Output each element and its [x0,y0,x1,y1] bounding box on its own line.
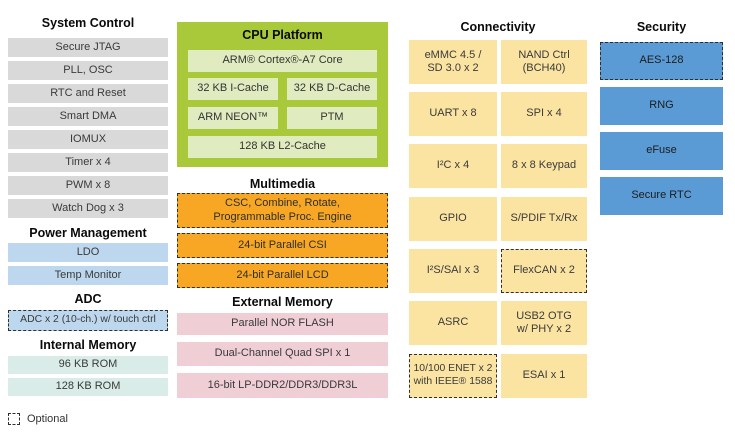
block-timer: Timer x 4 [8,153,168,172]
block-icache: 32 KB I-Cache [188,78,278,100]
block-ptm: PTM [287,107,377,129]
block-smart-dma: Smart DMA [8,107,168,126]
block-secure-rtc: Secure RTC [600,177,723,215]
block-keypad: 8 x 8 Keypad [501,144,587,188]
block-rng: RNG [600,87,723,125]
block-flexcan: FlexCAN x 2 [501,249,587,293]
system-control-title: System Control [41,16,135,30]
block-enet: 10/100 ENET x 2 with IEEE® 1588 [409,354,497,398]
block-arm-neon: ARM NEON™ [188,107,278,129]
block-iomux: IOMUX [8,130,168,149]
block-pll-osc: PLL, OSC [8,61,168,80]
block-csc-engine: CSC, Combine, Rotate, Programmable Proc.… [177,193,388,228]
block-l2-cache: 128 KB L2-Cache [188,136,377,158]
optional-legend-icon [8,413,20,425]
cpu-platform-title: CPU Platform [242,28,323,42]
security-title: Security [636,20,687,34]
block-spi: SPI x 4 [501,92,587,136]
block-aes-128: AES-128 [600,42,723,80]
block-parallel-csi: 24-bit Parallel CSI [177,233,388,258]
block-nand-ctrl: NAND Ctrl (BCH40) [501,40,587,84]
block-uart: UART x 8 [409,92,497,136]
connectivity-title: Connectivity [460,20,536,34]
block-usb2-otg: USB2 OTG w/ PHY x 2 [501,301,587,345]
multimedia-title: Multimedia [249,177,316,191]
block-parallel-lcd: 24-bit Parallel LCD [177,263,388,288]
block-128kb-rom: 128 KB ROM [8,378,168,396]
block-quad-spi: Dual-Channel Quad SPI x 1 [177,342,388,366]
block-spdif: S/PDIF Tx/Rx [501,197,587,241]
block-efuse: eFuse [600,132,723,170]
internal-memory-title: Internal Memory [39,338,137,352]
block-adc: ADC x 2 (10-ch.) w/ touch ctrl [8,310,168,331]
block-secure-jtag: Secure JTAG [8,38,168,57]
adc-title: ADC [74,292,102,306]
block-i2s-sai: I²S/SAI x 3 [409,249,497,293]
block-nor-flash: Parallel NOR FLASH [177,313,388,335]
block-96kb-rom: 96 KB ROM [8,356,168,374]
block-lpddr: 16-bit LP-DDR2/DDR3/DDR3L [177,373,388,398]
block-esai: ESAI x 1 [501,354,587,398]
optional-legend-label: Optional [27,413,68,425]
power-management-title: Power Management [29,226,147,240]
block-watchdog: Watch Dog x 3 [8,199,168,218]
external-memory-title: External Memory [232,295,333,309]
block-rtc-reset: RTC and Reset [8,84,168,103]
block-emmc-sd: eMMC 4.5 / SD 3.0 x 2 [409,40,497,84]
block-temp-monitor: Temp Monitor [8,266,168,285]
block-gpio: GPIO [409,197,497,241]
block-asrc: ASRC [409,301,497,345]
block-pwm: PWM x 8 [8,176,168,195]
block-i2c: I²C x 4 [409,144,497,188]
block-cortex-a7-core: ARM® Cortex®-A7 Core [188,50,377,72]
block-dcache: 32 KB D-Cache [287,78,377,100]
block-ldo: LDO [8,243,168,262]
